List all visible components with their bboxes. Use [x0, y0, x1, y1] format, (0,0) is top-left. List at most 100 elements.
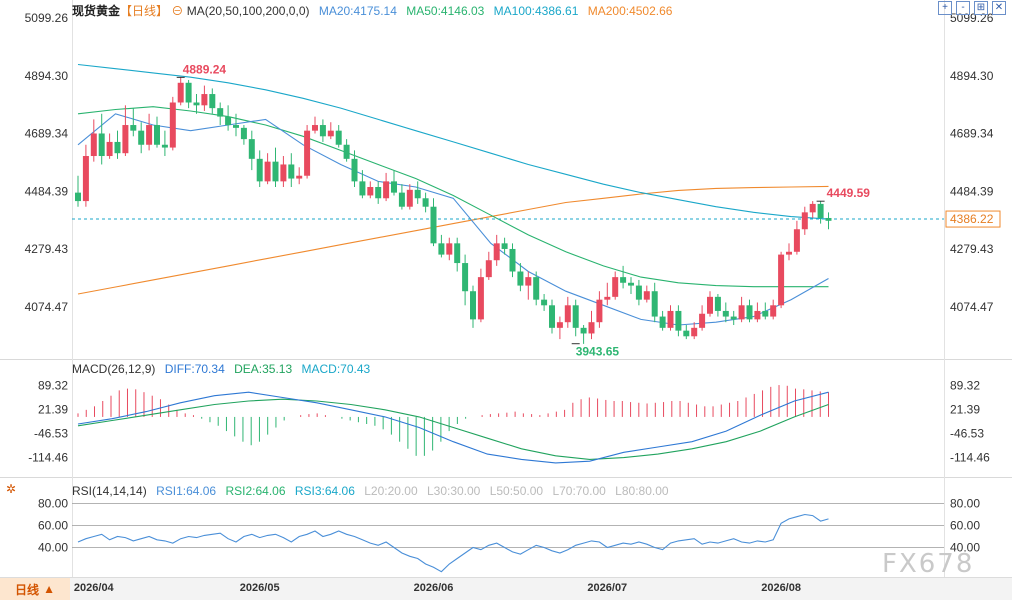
- l80-legend: L80:80.00: [615, 484, 669, 498]
- price-tick-label-right: 4689.34: [950, 127, 994, 141]
- candle-body: [564, 305, 571, 323]
- high-price-annotation: 4889.24: [183, 62, 227, 76]
- candle-body: [233, 125, 239, 128]
- dea-legend: DEA:35.13: [234, 362, 293, 376]
- ma100-line: [77, 63, 829, 220]
- l20-legend: L20:20.00: [364, 484, 418, 498]
- candle-body: [612, 277, 619, 297]
- candle-body: [517, 271, 524, 286]
- last-price-label: 4386.22: [950, 212, 994, 226]
- zoom-in-icon[interactable]: +: [938, 1, 952, 15]
- candle-body: [185, 82, 192, 103]
- price-tick-label-left: 5099.26: [25, 11, 69, 25]
- rsi-tick-label-right: 60.00: [950, 519, 980, 533]
- macd-tick-label-left: 21.39: [38, 402, 68, 416]
- diff-legend: DIFF:70.34: [164, 362, 225, 376]
- price-tick-label-right: 4279.43: [950, 242, 994, 256]
- candle-body: [209, 94, 216, 109]
- price-tick-label-left: 4894.30: [25, 69, 69, 83]
- low-price-annotation: 3943.65: [576, 345, 620, 359]
- price-tick-label-right: 4484.39: [950, 184, 994, 198]
- rsi2-legend: RSI2:64.06: [225, 484, 286, 498]
- candle-body: [98, 133, 105, 157]
- layout-icon[interactable]: ⊞: [974, 1, 988, 15]
- candle-body: [635, 285, 642, 300]
- rsi1-legend: RSI1:64.06: [156, 484, 217, 498]
- candle-body: [485, 260, 492, 278]
- time-axis-label: 2026/05: [239, 582, 280, 594]
- candle-body: [154, 125, 160, 145]
- timeframe-label[interactable]: 【日线】: [120, 4, 169, 18]
- rsi-tick-label-left: 60.00: [38, 519, 68, 533]
- candle-body: [343, 144, 350, 159]
- candle-body: [193, 102, 200, 106]
- candle-body: [793, 229, 800, 252]
- dea-line: [77, 398, 829, 460]
- candle-body: [280, 164, 287, 182]
- recent-high-annotation: 4449.59: [827, 186, 871, 200]
- candle-body: [304, 130, 311, 176]
- candle-body: [414, 189, 421, 199]
- candle-body: [770, 305, 777, 317]
- rsi-params-label: RSI(14,14,14): [72, 484, 147, 498]
- candle-body: [509, 248, 516, 272]
- candle-body: [446, 243, 453, 255]
- rsi-settings-icon[interactable]: ✲: [6, 482, 17, 496]
- candle-body: [572, 305, 579, 328]
- candle-body: [683, 330, 690, 337]
- rsi-tick-label-right: 40.00: [950, 541, 980, 555]
- candle-body: [367, 187, 374, 196]
- candle-body: [675, 310, 682, 331]
- ma100-legend: MA100:4386.61: [493, 4, 579, 18]
- candle-body: [90, 133, 97, 157]
- macd-tick-label-right: 21.39: [950, 402, 980, 416]
- price-tick-label-left: 4074.47: [25, 300, 69, 314]
- candle-body: [240, 127, 247, 140]
- time-axis-label: 2026/08: [761, 582, 801, 594]
- candle-body: [383, 181, 390, 199]
- candle-body: [169, 102, 176, 148]
- time-axis-label: 2026/07: [587, 582, 628, 594]
- candle-body: [375, 187, 382, 199]
- candle-body: [493, 243, 500, 261]
- candle-body: [359, 181, 366, 196]
- period-selector[interactable]: 日线 ▲: [0, 578, 70, 600]
- candle-body: [296, 175, 303, 179]
- candle-body: [146, 125, 153, 145]
- ma-params-label: MA(20,50,100,200,0,0): [186, 4, 310, 18]
- candle-body: [422, 198, 429, 207]
- rsi3-legend: RSI3:64.06: [294, 484, 355, 498]
- candle-body: [596, 299, 603, 323]
- candle-body: [470, 291, 476, 320]
- candle-body: [778, 254, 785, 306]
- candle-body: [82, 156, 89, 202]
- price-tick-label-right: 4894.30: [950, 69, 994, 83]
- time-axis-bar: 日线 ▲ 2026/04 2026/05 2026/06 2026/07 2026/08: [0, 577, 1012, 600]
- zoom-out-icon[interactable]: -: [956, 1, 970, 15]
- rsi-header: RSI(14,14,14) RSI1:64.06 RSI2:64.06 RSI3…: [72, 484, 669, 498]
- candle-body: [438, 243, 445, 255]
- candle-body: [525, 277, 532, 286]
- candle-body: [398, 192, 405, 207]
- macd-tick-label-right: -114.46: [950, 450, 990, 464]
- price-tick-label-left: 4279.43: [25, 242, 69, 256]
- period-label: 日线: [15, 582, 40, 597]
- candle-body: [651, 291, 658, 317]
- candle-body: [130, 125, 137, 131]
- candle-body: [161, 144, 168, 148]
- candle-body: [501, 243, 508, 249]
- candle-body: [580, 327, 587, 334]
- candle-body: [714, 296, 721, 311]
- rsi-tick-label-left: 80.00: [38, 497, 68, 511]
- candle-body: [312, 125, 318, 131]
- ma20-legend: MA20:4175.14: [318, 4, 397, 18]
- settings-icon[interactable]: ⊖: [171, 4, 184, 18]
- candle-body: [335, 130, 342, 145]
- l70-legend: L70:70.00: [552, 484, 606, 498]
- rsi-tick-label-right: 80.00: [950, 497, 980, 511]
- price-tick-label-right: 4074.47: [950, 300, 994, 314]
- candle-body: [122, 125, 129, 154]
- candle-body: [114, 141, 121, 154]
- candle-body: [351, 158, 358, 182]
- close-icon[interactable]: ✕: [992, 1, 1006, 15]
